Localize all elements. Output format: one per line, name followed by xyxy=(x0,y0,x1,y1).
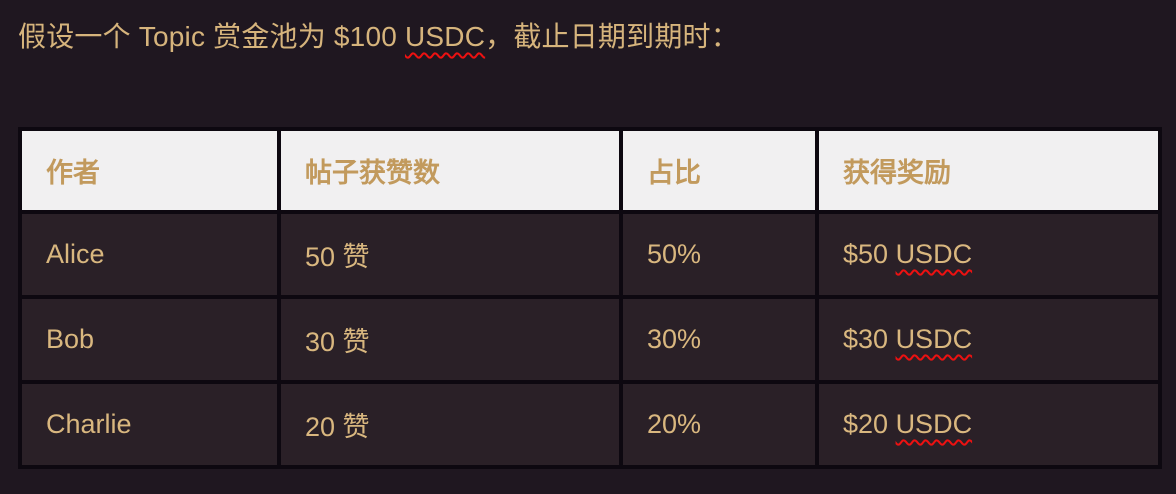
column-header-likes: 帖子获赞数 xyxy=(277,127,623,214)
reward-cell: $50 USDC xyxy=(815,210,1162,299)
author-cell: Alice xyxy=(18,210,281,299)
table-header-row: 作者 帖子获赞数 占比 获得奖励 xyxy=(18,127,1162,214)
likes-cell: 30 赞 xyxy=(277,295,623,384)
table-row: Charlie 20 赞 20% $20 USDC xyxy=(18,380,1162,469)
table-row: Bob 30 赞 30% $30 USDC xyxy=(18,295,1162,384)
intro-text: 假设一个 Topic 赏金池为 $100 USDC，截止日期到期时： xyxy=(18,0,1158,53)
column-header-author: 作者 xyxy=(18,127,281,214)
author-cell: Bob xyxy=(18,295,281,384)
share-cell: 30% xyxy=(619,295,819,384)
reward-amount: $20 xyxy=(843,409,896,439)
reward-cell: $20 USDC xyxy=(815,380,1162,469)
intro-text-prefix: 假设一个 Topic 赏金池为 $100 xyxy=(18,21,405,52)
bounty-distribution-table: 作者 帖子获赞数 占比 获得奖励 Alice 50 赞 50% $50 USDC… xyxy=(18,127,1162,469)
misspelled-word: USDC xyxy=(895,239,973,269)
column-header-reward: 获得奖励 xyxy=(815,127,1162,214)
likes-cell: 20 赞 xyxy=(277,380,623,469)
misspelled-word: USDC xyxy=(895,409,973,439)
column-header-share: 占比 xyxy=(619,127,819,214)
misspelled-word: USDC xyxy=(404,21,486,52)
likes-cell: 50 赞 xyxy=(277,210,623,299)
table-row: Alice 50 赞 50% $50 USDC xyxy=(18,210,1162,299)
reward-amount: $50 xyxy=(843,239,896,269)
misspelled-word: USDC xyxy=(895,324,973,354)
document-body: 假设一个 Topic 赏金池为 $100 USDC，截止日期到期时： 作者 帖子… xyxy=(18,0,1162,469)
intro-text-suffix: ，截止日期到期时： xyxy=(485,21,739,52)
share-cell: 50% xyxy=(619,210,819,299)
author-cell: Charlie xyxy=(18,380,281,469)
reward-amount: $30 xyxy=(843,324,896,354)
share-cell: 20% xyxy=(619,380,819,469)
reward-cell: $30 USDC xyxy=(815,295,1162,384)
